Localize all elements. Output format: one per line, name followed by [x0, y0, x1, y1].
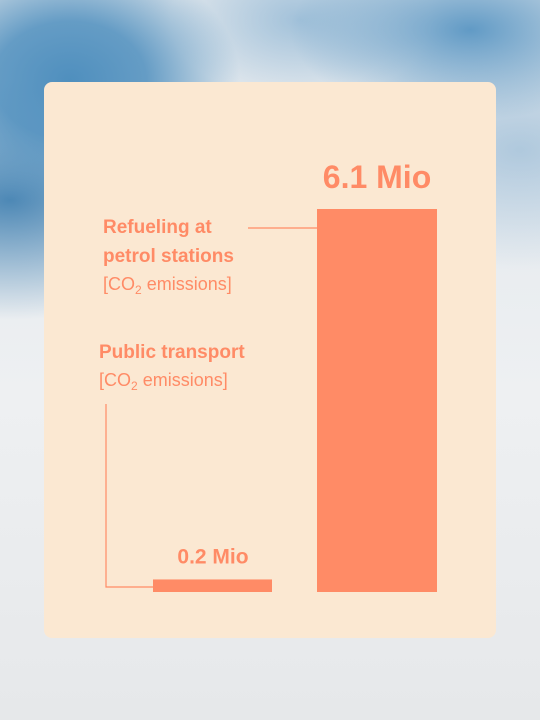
value-label-refueling: 6.1 Mio	[323, 159, 431, 195]
category-label-refueling-line1: Refueling at	[103, 217, 212, 238]
category-detail-refueling: [CO2 emissions]	[103, 274, 232, 297]
chart-card: 0.2 Mio 6.1 Mio Refueling at petrol stat…	[44, 82, 496, 638]
value-label-public-transport: 0.2 Mio	[177, 545, 248, 568]
category-label-refueling-line2: petrol stations	[103, 246, 234, 267]
leader-line-public-transport	[105, 404, 153, 588]
category-detail-public-transport: [CO2 emissions]	[99, 370, 228, 393]
bar-refueling	[317, 209, 437, 592]
bar-public-transport	[153, 579, 272, 592]
category-label-public-transport: Public transport	[99, 342, 245, 363]
bar-chart: 0.2 Mio 6.1 Mio Refueling at petrol stat…	[99, 159, 437, 592]
